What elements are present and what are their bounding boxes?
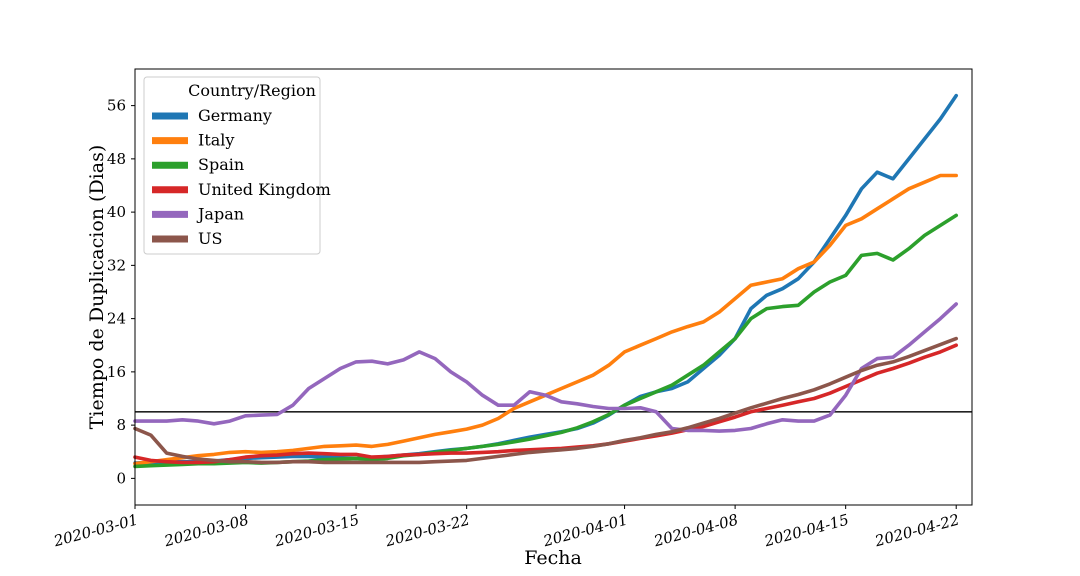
y-tick-label: 0 — [116, 469, 126, 487]
y-tick-label: 32 — [107, 256, 126, 274]
y-axis-label: Tiempo de Duplicacion (Dias) — [86, 145, 108, 430]
series-lines — [133, 93, 959, 469]
x-tick-label: 2020-03-15 — [272, 510, 361, 550]
legend-label-united-kingdom: United Kingdom — [198, 180, 331, 199]
legend-label-us: US — [198, 229, 222, 248]
legend-label-germany: Germany — [198, 106, 272, 125]
x-tick-label: 2020-03-08 — [161, 510, 250, 550]
y-tick-labels: 0 8 16 24 32 40 48 56 — [107, 97, 126, 488]
legend-label-japan: Japan — [196, 204, 244, 223]
x-tick-labels: 2020-03-01 2020-03-08 2020-03-15 2020-03-22… — [51, 510, 961, 550]
legend-label-spain: Spain — [198, 155, 244, 174]
y-tick-label: 24 — [107, 310, 126, 328]
tick-marks — [131, 105, 957, 509]
legend-box — [143, 76, 321, 255]
legend: Country/Region Germany Italy Spain United K… — [143, 76, 331, 255]
series-line-japan — [133, 302, 959, 433]
y-tick-label: 40 — [107, 203, 126, 221]
x-tick-label: 2020-03-01 — [51, 510, 140, 550]
x-tick-label: 2020-04-15 — [762, 510, 851, 550]
y-tick-label: 56 — [107, 97, 126, 115]
y-tick-label: 8 — [116, 416, 126, 434]
legend-label-italy: Italy — [198, 131, 234, 150]
plot-frame — [134, 68, 973, 506]
legend-title: Country/Region — [188, 81, 316, 100]
y-tick-label: 16 — [107, 363, 126, 381]
series-line-us — [133, 336, 959, 465]
x-tick-label: 2020-04-08 — [651, 510, 740, 550]
x-tick-label: 2020-04-22 — [872, 510, 961, 550]
series-line-united-kingdom — [133, 343, 959, 465]
legend-items: Germany Italy Spain United Kingdom Japan US — [152, 106, 331, 248]
x-tick-label: 2020-04-01 — [540, 510, 629, 550]
x-tick-label: 2020-03-22 — [383, 510, 472, 550]
x-axis-label: Fecha — [524, 547, 582, 569]
y-tick-label: 48 — [107, 150, 126, 168]
